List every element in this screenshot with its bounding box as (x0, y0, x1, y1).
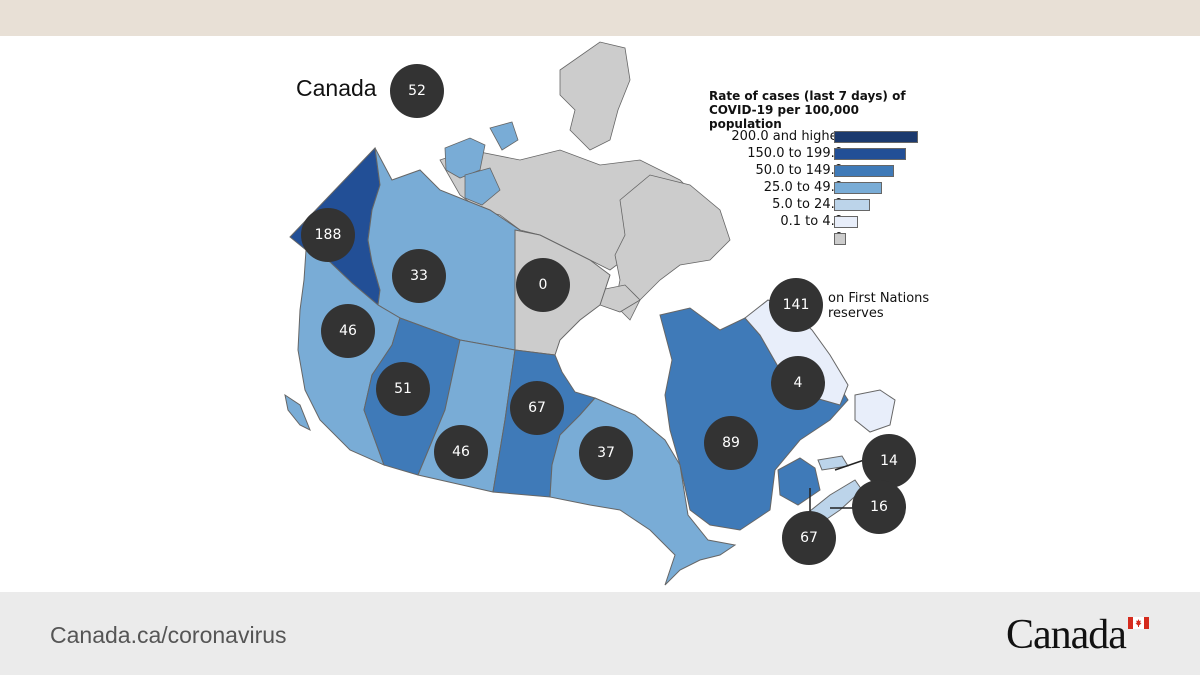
legend-row: 25.0 to 49.9 (709, 180, 939, 196)
legend-row: 0.1 to 4.9 (709, 214, 939, 230)
footer-url[interactable]: Canada.ca/coronavirus (50, 622, 287, 648)
legend-title: Rate of cases (last 7 days) of COVID-19 … (709, 89, 906, 131)
legend-swatch (834, 199, 870, 211)
region-baffin (614, 174, 731, 321)
rate-bubble-nunavut: 0 (516, 258, 570, 312)
rate-bubble-newfoundland: 4 (771, 356, 825, 410)
rate-bubble-nova-scotia: 16 (852, 480, 906, 534)
legend-label: 150.0 to 199.9 (747, 146, 843, 161)
rate-bubble-saskatchewan: 46 (434, 425, 488, 479)
region-nwt-island-1 (444, 137, 486, 179)
legend-swatch (834, 165, 894, 177)
region-nwt-island-3 (489, 121, 519, 151)
legend-label: 25.0 to 49.9 (763, 180, 843, 195)
canada-map (284, 41, 896, 586)
region-new-brunswick (777, 457, 821, 506)
legend-swatch (834, 131, 918, 143)
legend-label: 50.0 to 149.9 (755, 163, 843, 178)
legend-label: 0.1 to 4.9 (780, 214, 843, 229)
national-rate-bubble: 52 (390, 64, 444, 118)
canada-wordmark: Canada (1006, 612, 1127, 658)
legend-label: 5.0 to 24.9 (772, 197, 843, 212)
rate-bubble-alberta: 51 (376, 362, 430, 416)
legend-swatch (834, 148, 906, 160)
arctic-islands (439, 41, 731, 321)
canada-flag-icon (1128, 617, 1149, 629)
rate-bubble-yukon: 188 (301, 208, 355, 262)
rate-bubble-bc: 46 (321, 304, 375, 358)
map-title: Canada (296, 75, 377, 101)
footer (0, 592, 1200, 675)
legend: Rate of cases (last 7 days) of COVID-19 … (709, 89, 929, 246)
rate-bubble-nwt: 33 (392, 249, 446, 303)
legend-swatch (834, 216, 858, 228)
legend-label: 200.0 and higher (731, 129, 843, 144)
legend-swatch (834, 233, 846, 245)
region-ellesmere (559, 41, 631, 151)
rate-bubble-manitoba: 67 (510, 381, 564, 435)
region-pei (817, 455, 849, 471)
first-nations-label: on First Nations reserves (828, 291, 930, 321)
legend-row: 0 (709, 231, 939, 247)
legend-row: 200.0 and higher (709, 129, 939, 145)
rate-bubble-first-nations: 141 (769, 278, 823, 332)
legend-row: 5.0 to 24.9 (709, 197, 939, 213)
legend-row: 50.0 to 149.9 (709, 163, 939, 179)
rate-bubble-quebec: 89 (704, 416, 758, 470)
top-band (0, 0, 1200, 36)
region-nwt-island-2 (464, 167, 501, 206)
legend-swatch (834, 182, 882, 194)
rate-bubble-new-brunswick: 67 (782, 511, 836, 565)
legend-row: 150.0 to 199.9 (709, 146, 939, 162)
rate-bubble-pei: 14 (862, 434, 916, 488)
region-vancouver-island (284, 393, 311, 432)
rate-bubble-ontario: 37 (579, 426, 633, 480)
region-newfoundland (854, 389, 896, 433)
